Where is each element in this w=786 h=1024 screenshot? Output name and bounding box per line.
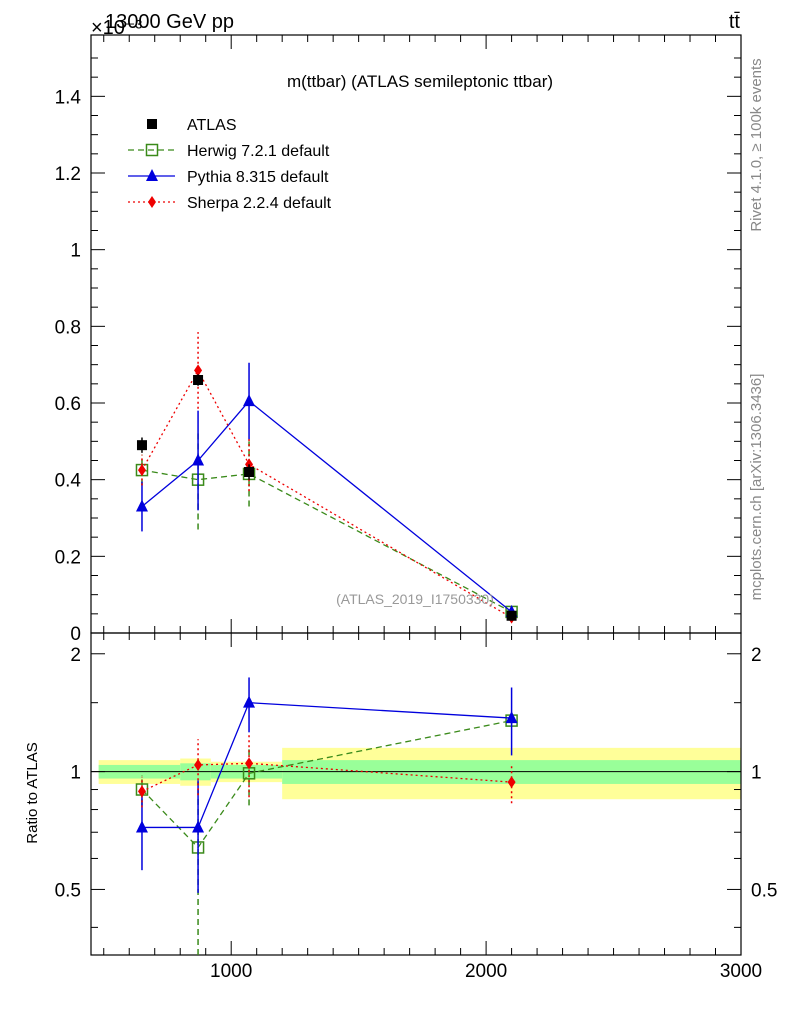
main-y-tick-label: 0.2 xyxy=(55,547,81,568)
ratio-point-sherpa xyxy=(137,785,146,798)
process-label: tt̄ xyxy=(729,11,741,33)
x-tick-label: 3000 xyxy=(720,961,762,982)
main-y-tick-label: 1.2 xyxy=(55,164,81,185)
ratio-point-pythia xyxy=(505,711,518,724)
plot-title: m(ttbar) (ATLAS semileptonic ttbar) xyxy=(287,72,553,91)
main-y-tick-label: 0.6 xyxy=(55,394,81,415)
legend-marker-atlas xyxy=(147,119,157,129)
data-series xyxy=(135,332,518,955)
main-point-sherpa xyxy=(137,464,146,477)
ratio-point-sherpa xyxy=(245,757,254,770)
legend-marker-pythia xyxy=(128,169,175,181)
ratio-line-herwig xyxy=(141,719,512,849)
analysis-watermark: (ATLAS_2019_I1750330) xyxy=(336,591,494,607)
main-y-tick-label: 1.4 xyxy=(55,87,82,108)
main-y-tick-label: 1 xyxy=(70,241,81,262)
ratio-y-tick-label-right: 0.5 xyxy=(751,880,777,901)
legend-marker-sherpa xyxy=(128,196,175,208)
main-y-tick-label: 0.8 xyxy=(55,317,81,338)
ratio-y-tick-label: 0.5 xyxy=(55,880,81,901)
ratio-point-pythia xyxy=(135,820,148,833)
main-point-pythia xyxy=(135,499,148,512)
main-point-atlas xyxy=(193,375,204,385)
legend-label-atlas: ATLAS xyxy=(187,117,237,134)
axis-labels: 0 0.2 0.4 0.6 0.8 1 1.2 1.4 0.5 0.5 1 1 2 2 1000 2000 30… xyxy=(55,87,778,982)
main-point-atlas xyxy=(136,440,147,451)
legend-symbol-sherpa xyxy=(148,196,156,208)
main-point-pythia xyxy=(243,394,256,407)
main-point-atlas xyxy=(506,610,517,621)
main-point-sherpa xyxy=(194,364,203,377)
legend: ATLAS Herwig 7.2.1 default Pythia 8.315 … xyxy=(128,117,332,212)
legend-symbol-atlas xyxy=(147,119,157,129)
ratio-line-pythia xyxy=(141,702,512,829)
rivet-label: Rivet 4.1.0, ≥ 100k events xyxy=(748,58,765,231)
main-y-tick-label: 0.4 xyxy=(55,471,82,492)
ratio-y-axis-label: Ratio to ATLAS xyxy=(24,742,41,843)
legend-label-sherpa: Sherpa 2.2.4 default xyxy=(187,195,332,212)
main-series-herwig xyxy=(135,429,518,619)
ratio-y-tick-label: 1 xyxy=(70,763,81,784)
main-series-pythia xyxy=(135,362,518,617)
energy-label: 13000 GeV pp xyxy=(105,11,234,33)
ratio-point-pythia xyxy=(243,695,256,708)
ratio-uncertainty-bands xyxy=(91,747,741,800)
legend-label-pythia: Pythia 8.315 default xyxy=(187,169,329,186)
legend-symbol-herwig xyxy=(145,143,159,157)
main-point-atlas xyxy=(244,467,255,477)
ratio-panel-frame xyxy=(90,632,742,956)
main-y-tick-label: 0 xyxy=(70,624,81,645)
y-exponent-label: ×10⁻³ xyxy=(91,17,142,39)
main-series-atlas xyxy=(136,374,517,621)
ratio-y-tick-label-right: 1 xyxy=(751,763,762,784)
ratio-point-pythia xyxy=(192,820,205,833)
ratio-point-sherpa xyxy=(507,776,516,789)
x-tick-label: 2000 xyxy=(465,961,507,982)
ratio-y-tick-label-right: 2 xyxy=(751,645,762,666)
mcplots-label: mcplots.cern.ch [arXiv:1306.3436] xyxy=(748,374,765,601)
ratio-series-sherpa xyxy=(137,735,516,808)
main-line-pythia xyxy=(141,400,512,613)
ratio-line-sherpa xyxy=(141,762,512,793)
main-point-pythia xyxy=(192,453,205,466)
ratio-point-sherpa xyxy=(194,758,203,771)
ratio-series-pythia xyxy=(135,677,518,893)
legend-marker-herwig xyxy=(128,143,175,157)
ratio-y-tick-label: 2 xyxy=(70,645,81,666)
x-tick-label: 1000 xyxy=(210,961,252,982)
legend-label-herwig: Herwig 7.2.1 default xyxy=(187,143,330,160)
main-line-herwig xyxy=(141,469,512,613)
legend-symbol-pythia xyxy=(146,169,158,181)
